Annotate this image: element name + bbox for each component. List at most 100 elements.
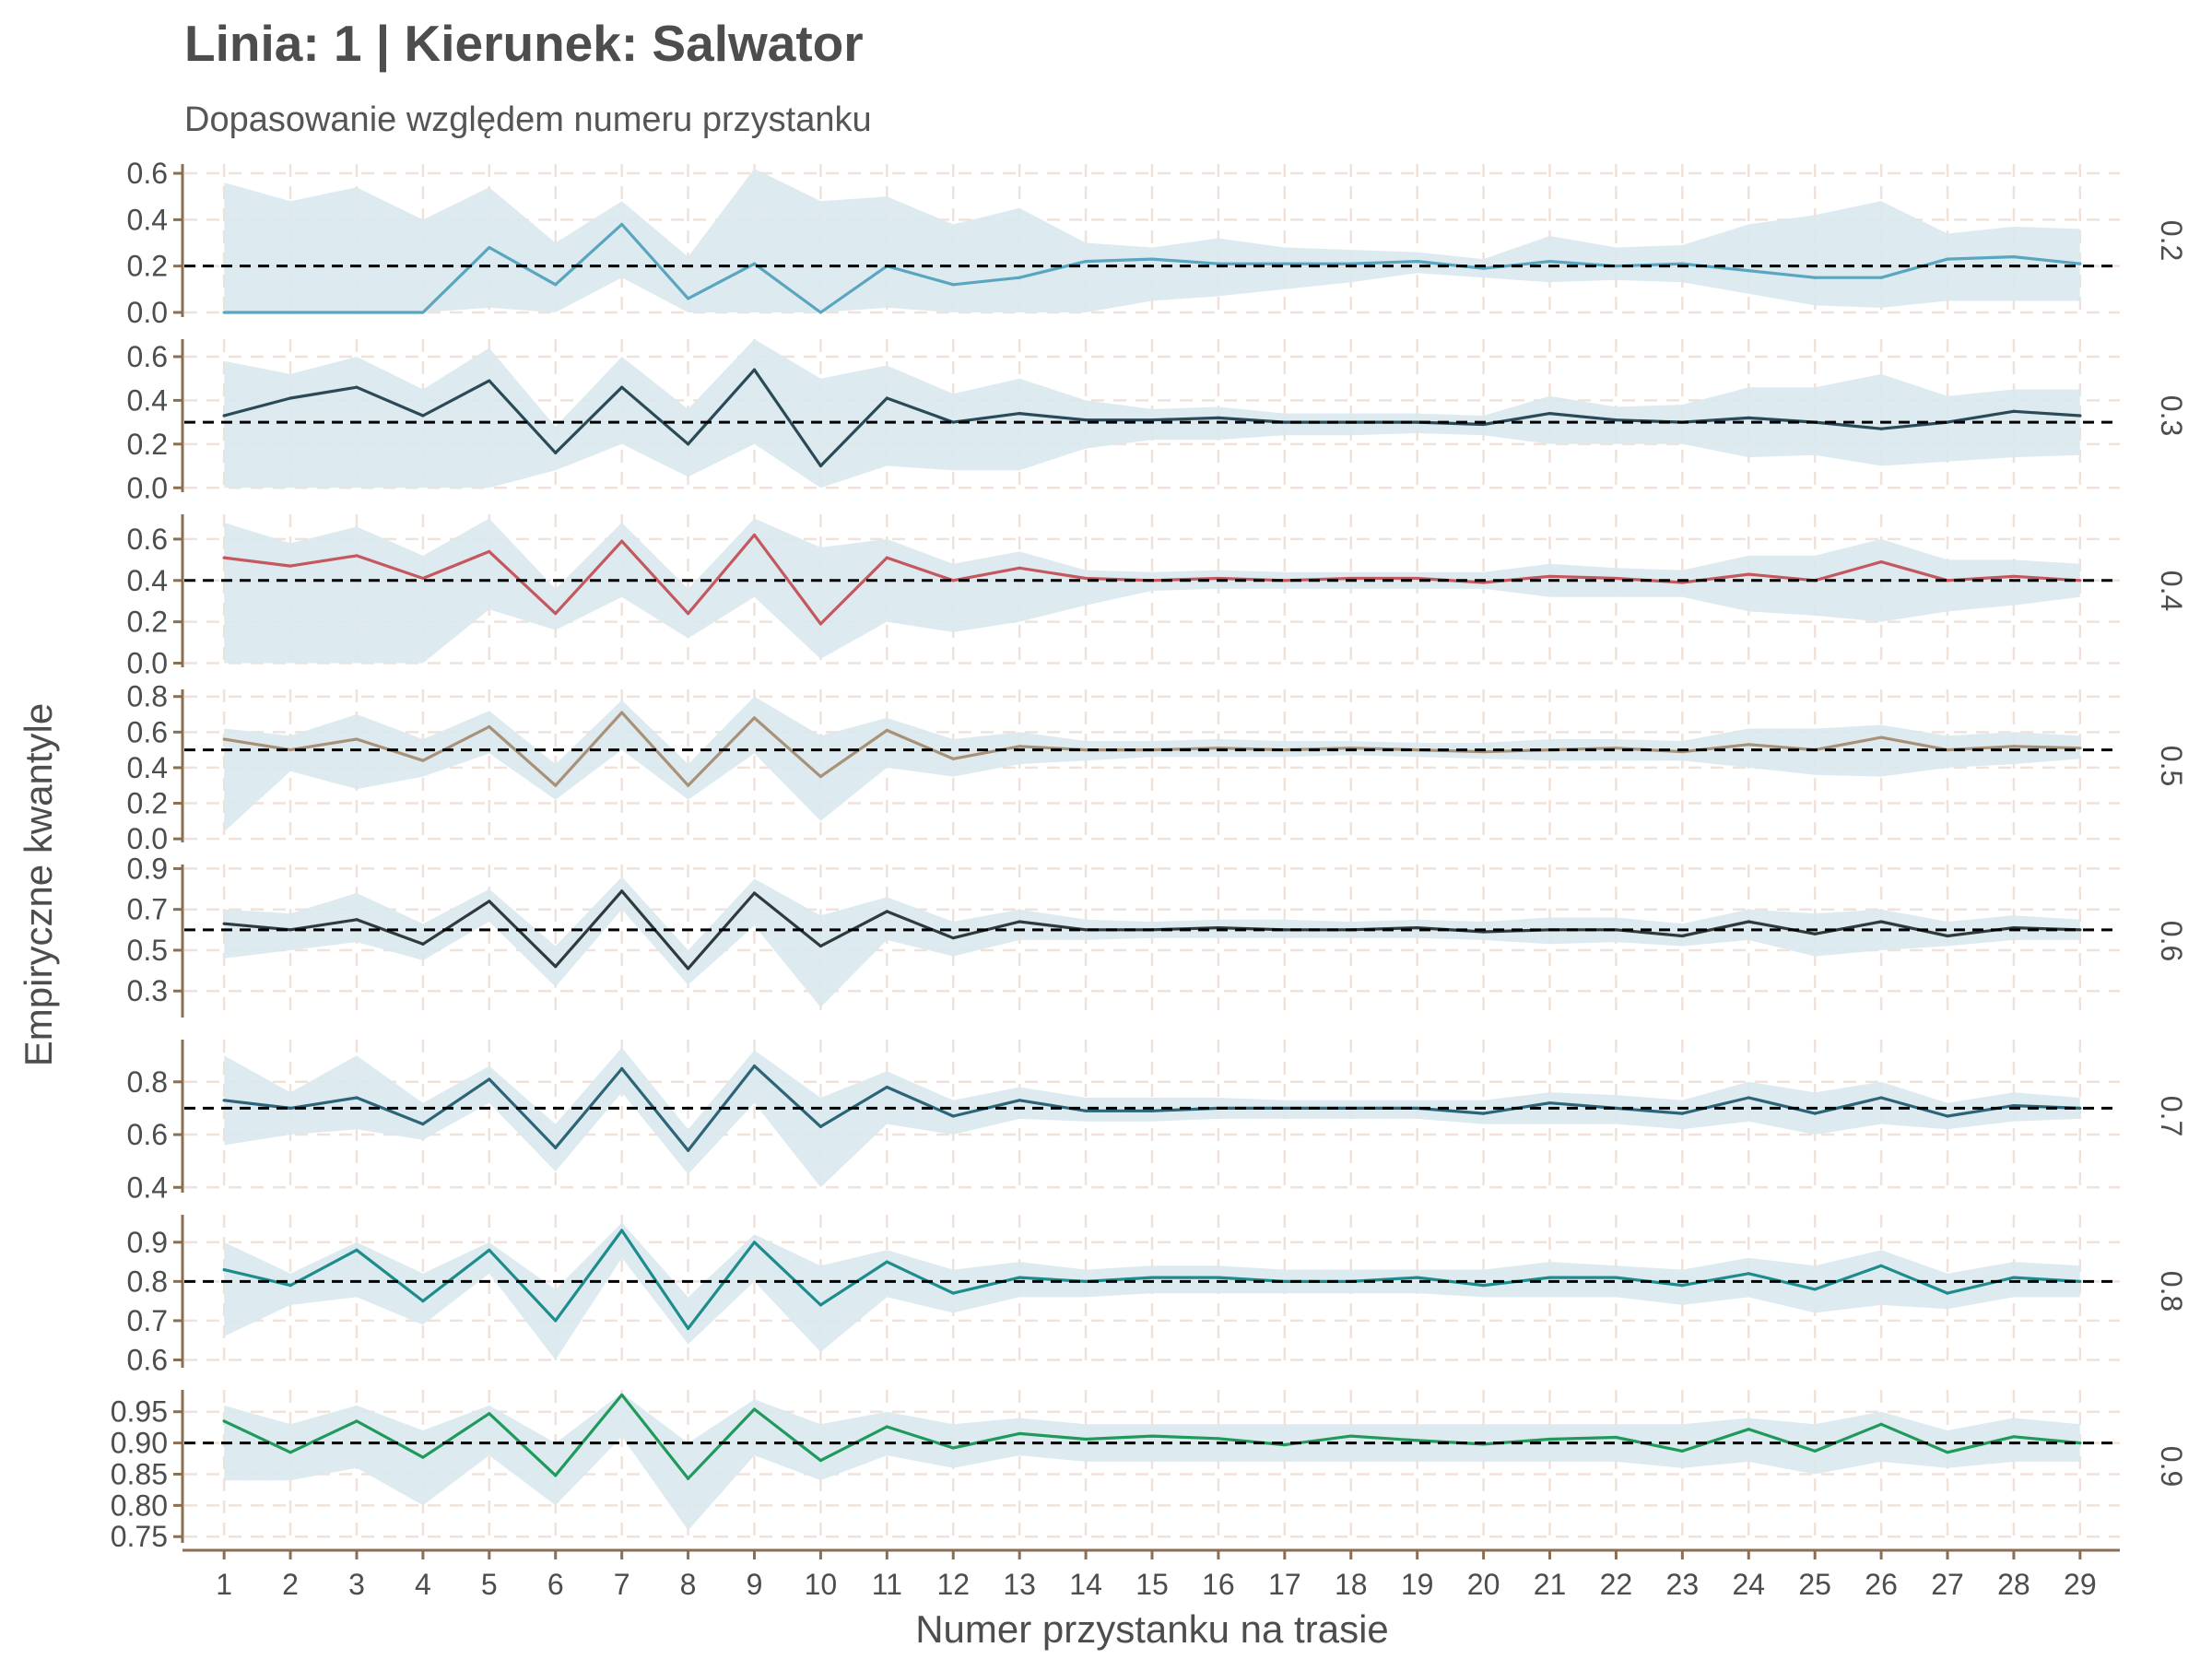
data-point <box>1680 934 1684 938</box>
x-tick-label: 15 <box>1135 1568 1169 1601</box>
data-point <box>288 564 292 568</box>
data-point <box>1283 579 1287 582</box>
x-tick-label: 29 <box>2064 1568 2097 1601</box>
data-point <box>222 1419 226 1423</box>
data-point <box>1481 422 1486 427</box>
data-point <box>686 1477 690 1480</box>
data-point <box>620 1393 624 1397</box>
data-point <box>421 1455 425 1459</box>
data-point <box>1416 748 1419 752</box>
data-point <box>421 1300 425 1303</box>
y-tick-label: 0.9 <box>127 1226 168 1259</box>
data-point <box>752 891 757 895</box>
facet-strip-label: 0.4 <box>2155 571 2188 611</box>
data-point <box>1813 1112 1817 1115</box>
data-point <box>1416 926 1419 930</box>
x-tick-label: 14 <box>1069 1568 1102 1601</box>
data-point <box>686 612 690 616</box>
data-point <box>1481 1284 1486 1288</box>
facet-strip-label: 0.9 <box>2155 1446 2188 1487</box>
data-point <box>1150 1276 1154 1279</box>
x-tick-label: 21 <box>1534 1568 1567 1601</box>
facet-panel: 0.4 0.6 0.8 0.7 <box>127 1040 2188 1204</box>
confidence-band <box>224 1047 2080 1188</box>
confidence-band <box>224 877 2080 1007</box>
data-point <box>1946 579 1949 582</box>
x-tick-label: 27 <box>1931 1568 1964 1601</box>
data-point <box>288 396 292 400</box>
data-point <box>1283 748 1287 752</box>
x-tick-label: 17 <box>1268 1568 1301 1601</box>
data-point <box>1747 1272 1750 1276</box>
data-point <box>1217 416 1220 419</box>
data-point <box>752 716 757 720</box>
data-point <box>554 1319 558 1323</box>
y-tick-label: 0.90 <box>111 1427 168 1460</box>
data-point <box>818 622 823 626</box>
data-point <box>355 385 359 389</box>
x-tick-label: 16 <box>1202 1568 1235 1601</box>
data-point <box>222 922 226 925</box>
data-point <box>1018 1099 1021 1102</box>
facet-panel: 0.00.20.40.60.8 0.5 <box>127 680 2188 855</box>
data-point <box>554 451 558 454</box>
data-point <box>1150 1109 1154 1112</box>
data-point <box>620 1229 624 1232</box>
data-point <box>1614 576 1618 581</box>
data-point <box>2012 1103 2016 1108</box>
data-point <box>1680 1449 1684 1453</box>
data-point <box>752 262 757 265</box>
data-point <box>288 1284 292 1288</box>
data-point <box>1747 269 1750 273</box>
data-point <box>1084 1279 1088 1283</box>
x-tick-label: 19 <box>1401 1568 1434 1601</box>
data-point <box>885 910 888 913</box>
x-tick-label: 9 <box>747 1568 763 1601</box>
data-point <box>1084 576 1088 581</box>
x-tick-label: 10 <box>805 1568 838 1601</box>
data-point <box>1481 1112 1486 1115</box>
data-point <box>1747 743 1750 747</box>
data-point <box>554 612 558 616</box>
y-tick-label: 0.5 <box>127 934 168 967</box>
x-tick-label: 20 <box>1467 1568 1500 1601</box>
y-tick-label: 0.4 <box>127 751 168 784</box>
data-point <box>488 1077 491 1081</box>
data-point <box>620 711 624 714</box>
data-point <box>1946 934 1949 938</box>
data-point <box>2078 928 2082 932</box>
data-point <box>686 1148 690 1152</box>
data-point <box>951 1291 955 1295</box>
data-point <box>1416 260 1419 264</box>
y-tick-label: 0.6 <box>127 340 168 373</box>
facet-panel: 0.750.800.850.900.95 0.9 <box>111 1390 2188 1553</box>
data-point <box>620 539 624 543</box>
data-point <box>620 385 624 389</box>
y-tick-label: 0.95 <box>111 1395 168 1429</box>
data-point <box>2078 1106 2082 1111</box>
data-point <box>1879 735 1883 739</box>
data-point <box>488 245 491 250</box>
data-point <box>288 1451 292 1454</box>
data-point <box>686 297 690 300</box>
data-point <box>752 1065 757 1068</box>
data-point <box>1879 1264 1883 1267</box>
data-point <box>2012 1276 2016 1279</box>
data-point <box>355 918 359 922</box>
confidence-band <box>224 169 2080 312</box>
y-tick-label: 0.2 <box>127 250 168 283</box>
y-tick-label: 0.0 <box>127 296 168 329</box>
data-point <box>2012 409 2016 413</box>
data-point <box>951 1446 955 1450</box>
data-point <box>554 283 558 287</box>
data-point <box>818 944 823 948</box>
data-point <box>1018 920 1021 924</box>
data-point <box>1283 1443 1287 1447</box>
facet-panel: 0.3 0.5 0.7 0.9 0.6 <box>127 852 2188 1018</box>
data-point <box>1614 928 1618 932</box>
data-point <box>818 464 823 468</box>
data-point <box>1018 745 1021 748</box>
y-tick-label: 0.75 <box>111 1520 168 1553</box>
x-tick-label: 13 <box>1003 1568 1036 1601</box>
y-tick-label: 0.9 <box>127 852 168 885</box>
